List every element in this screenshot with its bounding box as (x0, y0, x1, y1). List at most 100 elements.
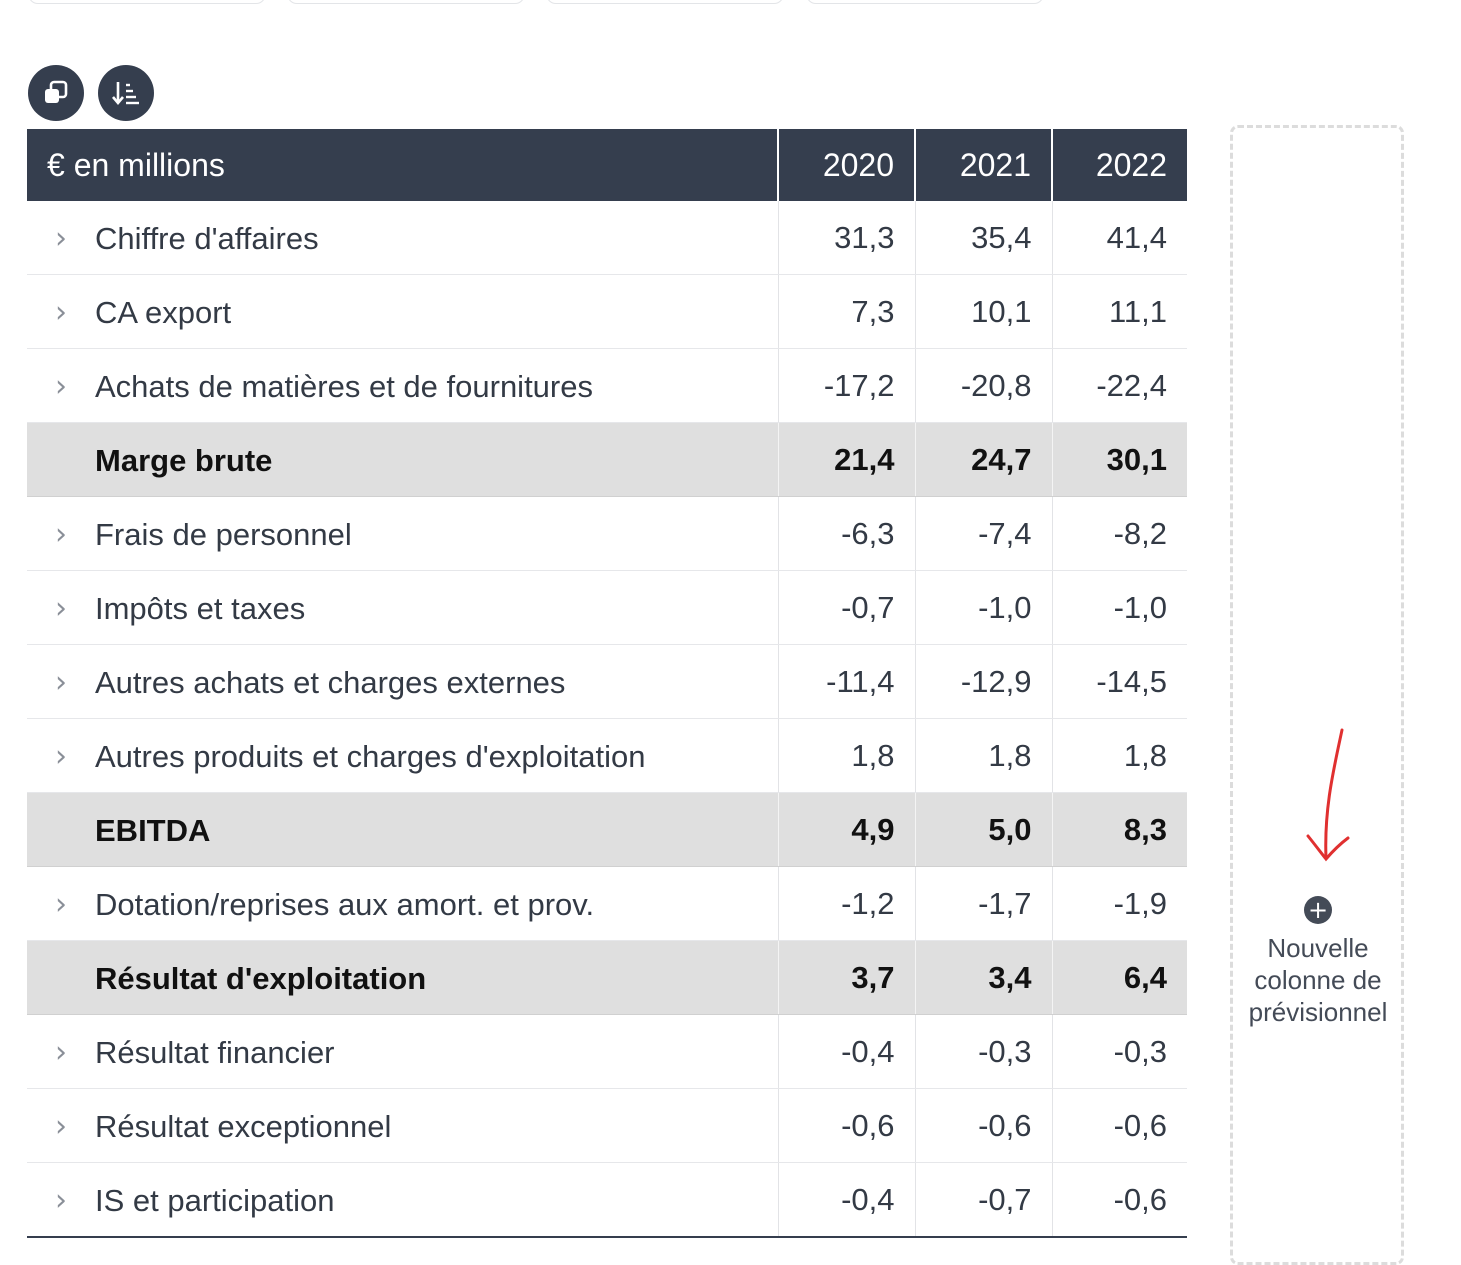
sort-button[interactable] (98, 65, 154, 121)
value-cell-2022: -1,9 (1051, 866, 1187, 941)
value-cell-2021: -7,4 (914, 496, 1052, 571)
value-cell-2021: -0,7 (914, 1162, 1052, 1238)
row-label: Impôts et taxes (95, 590, 306, 626)
financial-table: € en millions 2020 2021 2022 › Chiffre d'… (27, 129, 1187, 1238)
chevron-right-icon[interactable]: › (55, 1182, 67, 1218)
row-label: Chiffre d'affaires (95, 220, 319, 256)
add-forecast-label-line2: colonne de (1254, 965, 1382, 995)
row-label: Résultat exceptionnel (95, 1108, 392, 1144)
row-label: Résultat d'exploitation (95, 960, 427, 996)
value-cell-2020: -0,6 (777, 1088, 915, 1163)
chevron-right-icon[interactable]: › (55, 664, 67, 700)
table-row[interactable]: › Impôts et taxes -0,7 -1,0 -1,0 (27, 570, 1187, 645)
value-cell-2021: 24,7 (914, 422, 1052, 497)
row-label-cell: › IS et participation (27, 1162, 778, 1238)
value-cell-2020: 21,4 (777, 422, 915, 497)
row-label: Autres produits et charges d'exploitatio… (95, 738, 646, 774)
row-label: CA export (95, 294, 232, 330)
value-cell-2022: 41,4 (1051, 201, 1187, 275)
chevron-right-icon[interactable]: › (55, 886, 67, 922)
value-cell-2021: -1,0 (914, 570, 1052, 645)
value-cell-2022: -0,6 (1051, 1162, 1187, 1238)
value-cell-2022: -0,6 (1051, 1088, 1187, 1163)
table-row[interactable]: › Résultat exceptionnel -0,6 -0,6 -0,6 (27, 1088, 1187, 1163)
table-row[interactable]: › IS et participation -0,4 -0,7 -0,6 (27, 1162, 1187, 1238)
row-label-cell: › Autres achats et charges externes (27, 644, 778, 719)
value-cell-2022: -0,3 (1051, 1014, 1187, 1089)
plus-icon: + (1304, 896, 1332, 924)
table-row[interactable]: › CA export 7,3 10,1 11,1 (27, 274, 1187, 349)
chevron-right-icon[interactable]: › (55, 738, 67, 774)
row-label: Dotation/reprises aux amort. et prov. (95, 886, 595, 922)
row-label: Achats de matières et de fournitures (95, 368, 593, 404)
value-cell-2022: 11,1 (1051, 274, 1187, 349)
table-row[interactable]: › Frais de personnel -6,3 -7,4 -8,2 (27, 496, 1187, 571)
value-cell-2021: 5,0 (914, 792, 1052, 867)
row-label: EBITDA (95, 812, 211, 848)
row-label-cell: › CA export (27, 274, 778, 349)
header-year[interactable]: 2021 (914, 129, 1052, 201)
value-cell-2021: 1,8 (914, 718, 1052, 793)
chevron-right-icon[interactable]: › (55, 516, 67, 552)
top-tab-1[interactable] (28, 0, 266, 4)
value-cell-2020: -0,4 (777, 1162, 915, 1238)
value-cell-2020: 1,8 (777, 718, 915, 793)
value-cell-2020: -17,2 (777, 348, 915, 423)
header-year[interactable]: 2020 (777, 129, 915, 201)
row-label-cell: ›Résultat d'exploitation (27, 940, 778, 1015)
chevron-right-icon[interactable]: › (55, 220, 67, 256)
value-cell-2022: 8,3 (1051, 792, 1187, 867)
table-row[interactable]: › Autres achats et charges externes -11,4-… (27, 644, 1187, 719)
row-label-cell: ›EBITDA (27, 792, 778, 867)
value-cell-2022: 30,1 (1051, 422, 1187, 497)
sort-list-icon (112, 80, 140, 106)
value-cell-2021: -0,6 (914, 1088, 1052, 1163)
chevron-right-icon[interactable]: › (55, 590, 67, 626)
chevron-right-icon[interactable]: › (55, 294, 67, 330)
value-cell-2020: -0,7 (777, 570, 915, 645)
row-label: IS et participation (95, 1182, 335, 1218)
value-cell-2022: -1,0 (1051, 570, 1187, 645)
value-cell-2022: -8,2 (1051, 496, 1187, 571)
row-label: Autres achats et charges externes (95, 664, 566, 700)
top-tab-3[interactable] (546, 0, 784, 4)
chevron-right-icon[interactable]: › (55, 1108, 67, 1144)
table-header-row: € en millions 2020 2021 2022 (27, 129, 1187, 201)
table-row[interactable]: › Résultat financier -0,4 -0,3 -0,3 (27, 1014, 1187, 1089)
add-forecast-column-button[interactable]: + Nouvelle colonne de prévisionnel (1230, 896, 1406, 1028)
row-label-cell: › Résultat exceptionnel (27, 1088, 778, 1163)
value-cell-2021: -12,9 (914, 644, 1052, 719)
copy-button[interactable] (28, 65, 84, 121)
value-cell-2021: -1,7 (914, 866, 1052, 941)
value-cell-2022: -14,5 (1051, 644, 1187, 719)
row-label-cell: › Impôts et taxes (27, 570, 778, 645)
row-label-cell: › Achats de matières et de fournitures (27, 348, 778, 423)
chevron-right-icon[interactable]: › (55, 1034, 67, 1070)
row-label: Marge brute (95, 442, 273, 478)
table-row[interactable]: › Chiffre d'affaires 31,3 35,4 41,4 (27, 201, 1187, 275)
value-cell-2022: 1,8 (1051, 718, 1187, 793)
row-label-cell: › Chiffre d'affaires (27, 201, 778, 275)
top-tab-2[interactable] (287, 0, 525, 4)
value-cell-2021: 10,1 (914, 274, 1052, 349)
value-cell-2020: -6,3 (777, 496, 915, 571)
value-cell-2021: -0,3 (914, 1014, 1052, 1089)
table-row[interactable]: › Achats de matières et de fournitures -17… (27, 348, 1187, 423)
header-unit-label: € en millions (27, 129, 778, 201)
table-row[interactable]: › Dotation/reprises aux amort. et prov. -1… (27, 866, 1187, 941)
value-cell-2021: -20,8 (914, 348, 1052, 423)
value-cell-2021: 35,4 (914, 201, 1052, 275)
chevron-right-icon[interactable]: › (55, 368, 67, 404)
row-label-cell: ›Marge brute (27, 422, 778, 497)
value-cell-2020: 3,7 (777, 940, 915, 1015)
value-cell-2020: -11,4 (777, 644, 915, 719)
table-row[interactable]: › Autres produits et charges d'exploitati… (27, 718, 1187, 793)
value-cell-2021: 3,4 (914, 940, 1052, 1015)
add-forecast-label-line1: Nouvelle (1267, 933, 1369, 963)
row-label-cell: › Autres produits et charges d'exploitati… (27, 718, 778, 793)
header-year[interactable]: 2022 (1051, 129, 1187, 201)
value-cell-2020: 31,3 (777, 201, 915, 275)
copy-icon (43, 80, 69, 106)
top-tab-4[interactable] (806, 0, 1044, 4)
